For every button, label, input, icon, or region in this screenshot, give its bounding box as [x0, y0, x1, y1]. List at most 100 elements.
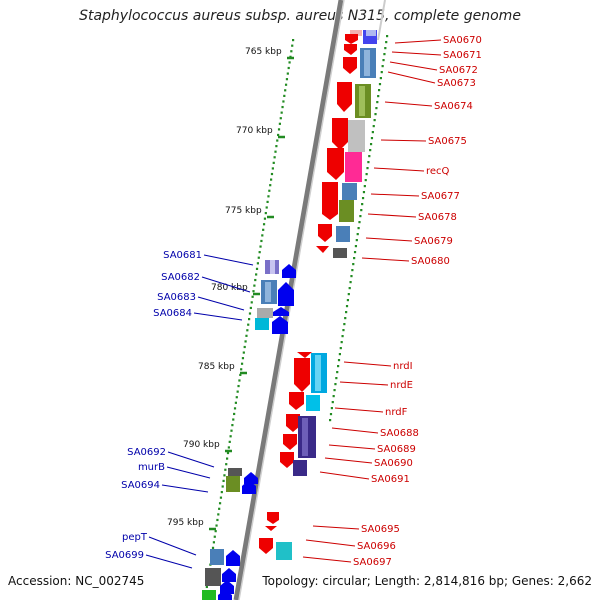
gene-sa0694 — [242, 480, 256, 494]
gene-nrdf-cds — [306, 395, 320, 411]
scale-tick — [253, 284, 256, 287]
gene-label-right: SA0688 — [380, 428, 419, 439]
scale-tick — [277, 128, 281, 131]
scale-tick — [252, 290, 255, 293]
scale-tick — [377, 95, 380, 98]
scale-tick — [337, 365, 340, 368]
scale-tick — [255, 273, 258, 276]
scale-tick — [367, 161, 370, 164]
gene-sa0681 — [282, 264, 296, 278]
scale-tick — [217, 513, 220, 516]
scale-tick — [248, 312, 252, 315]
scale-tick — [276, 139, 279, 142]
scale-tick — [365, 173, 368, 176]
scale-tick — [224, 468, 227, 471]
label-leader-line — [312, 525, 360, 530]
scale-tick — [232, 418, 235, 421]
accession-text: Accession: NC_002745 — [8, 574, 145, 588]
scale-tick — [213, 535, 216, 538]
gene-label-left: SA0684 — [153, 308, 192, 319]
scale-tick — [223, 474, 226, 477]
scale-label: 790 kbp — [183, 440, 220, 450]
gene-sa0677-cds — [342, 183, 357, 200]
label-leader-line — [361, 257, 410, 262]
scale-tick — [216, 518, 219, 522]
scale-tick — [240, 368, 243, 371]
scale-tick — [381, 65, 384, 68]
outer-track-line — [377, 0, 386, 41]
scale-tick — [370, 137, 374, 140]
scale-ticks-left — [204, 39, 295, 600]
gene-sa0683-cds — [257, 308, 273, 318]
gene-sa0674 — [337, 82, 352, 112]
label-leader-line — [394, 39, 442, 44]
scale-tick — [214, 530, 217, 533]
scale-tick — [265, 206, 268, 209]
scale-tick — [383, 53, 386, 56]
gene-nrde-hl — [315, 355, 321, 391]
scale-tick — [241, 357, 245, 360]
scale-tick — [352, 263, 355, 266]
gene-sa0683 — [273, 307, 289, 316]
scale-tick — [385, 41, 388, 44]
gene-label-right: SA0697 — [353, 557, 392, 568]
left-gene-labels: SA0681 SA0682 SA0683 SA0684 SA0692 murB SA0694… — [105, 250, 254, 569]
label-leader-line — [167, 451, 215, 468]
scale-tick — [360, 209, 363, 212]
gene-sa0690 — [280, 452, 294, 468]
scale-tick — [345, 305, 349, 308]
scale-tick — [346, 299, 350, 302]
map-title: Staphylococcus aureus subsp. aureus N315… — [79, 8, 521, 24]
scale-tick — [334, 383, 337, 386]
gene-pept — [226, 550, 240, 566]
scale-tick — [377, 89, 381, 92]
scale-tick — [275, 145, 278, 148]
scale-tick — [329, 413, 333, 416]
gene-nrde — [294, 358, 310, 392]
scale-tick — [332, 395, 335, 398]
gene-sa0695 — [267, 512, 279, 524]
gene-sa0679 — [318, 224, 332, 242]
scale-tick — [229, 435, 232, 438]
label-leader-line — [370, 193, 420, 197]
scale-tick — [333, 389, 336, 392]
scale-tick — [239, 373, 242, 376]
scale-tick — [231, 424, 234, 427]
scale-tick — [263, 217, 267, 220]
label-leader-line — [334, 407, 384, 413]
label-leader-line — [389, 61, 438, 71]
scale-tick — [351, 269, 354, 272]
gene-sa0688-hl — [302, 418, 308, 456]
scale-tick — [215, 524, 218, 527]
gene-label-left: SA0694 — [121, 480, 160, 491]
scale-tick — [347, 293, 350, 296]
scale-tick — [376, 101, 379, 104]
label-leader-line — [148, 536, 197, 556]
scale-tick — [373, 119, 376, 122]
gene-pept-cds — [210, 549, 224, 565]
scale-tick — [357, 227, 360, 230]
scale-tick — [378, 83, 382, 86]
gene-next — [218, 590, 232, 600]
scale-tick — [230, 429, 233, 432]
scale-tick — [359, 215, 362, 218]
right-gene-labels: SA0670 SA0671 SA0672 SA0673 SA0674 SA0675 recQ… — [302, 35, 482, 568]
gene-sa0679-cds — [336, 226, 350, 242]
scale-tick — [358, 221, 361, 224]
scale-tick — [362, 191, 366, 194]
gene-sa0675 — [332, 118, 348, 150]
label-leader-line — [328, 444, 376, 450]
scale-tick — [268, 189, 271, 192]
scale-tick — [262, 228, 265, 231]
scale-tick — [344, 317, 347, 320]
scale-tick — [355, 239, 358, 242]
scale-tick — [339, 347, 342, 350]
scale-tick — [249, 306, 252, 310]
scale-tick — [336, 371, 339, 374]
scale-tick — [285, 78, 289, 81]
scale-tick — [330, 407, 333, 410]
scale-tick — [281, 105, 284, 109]
scale-label: 765 kbp — [245, 47, 282, 57]
scale-tick — [335, 377, 338, 380]
